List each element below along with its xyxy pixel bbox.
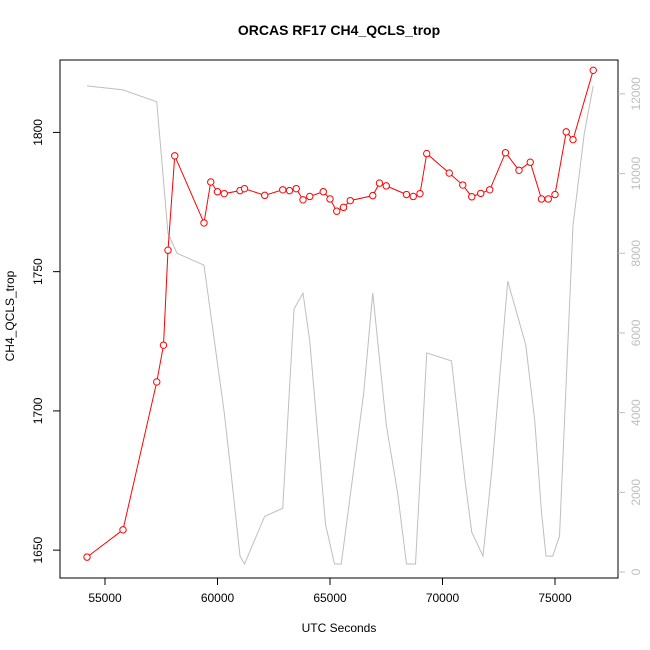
data-point <box>486 186 494 194</box>
data-point <box>346 196 354 205</box>
data-point <box>501 149 510 157</box>
axes-layer: 55000 60000 65000 70000 75000165017001750180… <box>31 77 643 605</box>
data-point <box>468 193 476 201</box>
data-point <box>306 192 314 201</box>
y-tick-label: 1800 <box>31 119 45 146</box>
data-point <box>402 190 411 199</box>
data-point <box>326 195 334 203</box>
data-point <box>537 195 546 203</box>
data-point <box>153 378 161 386</box>
data-point <box>409 192 417 201</box>
y2-tick-label: 10000 <box>629 157 643 191</box>
data-point <box>171 152 179 160</box>
data-point <box>279 186 287 194</box>
data-point <box>333 207 341 215</box>
data-point <box>551 190 559 199</box>
data-point <box>119 526 127 534</box>
data-point <box>562 128 570 136</box>
data-point <box>589 66 597 75</box>
data-point <box>299 196 307 204</box>
data-point <box>292 184 300 193</box>
data-point <box>459 181 467 189</box>
data-point <box>544 195 552 203</box>
data-point <box>369 191 377 200</box>
y2-tick-label: 0 <box>629 568 643 575</box>
y-tick-label: 1700 <box>31 397 45 424</box>
secondary-series <box>86 85 594 566</box>
secondary-line <box>86 85 594 566</box>
x-axis-label: UTC Seconds <box>302 621 377 635</box>
plot-frame <box>59 59 619 579</box>
x-tick-label: 55000 <box>88 591 122 605</box>
y2-tick-label: 8000 <box>629 240 643 267</box>
x-tick-label: 75000 <box>538 591 572 605</box>
data-point <box>83 553 91 561</box>
primary-series <box>83 66 597 561</box>
y2-tick-label: 4000 <box>629 399 643 426</box>
data-point <box>416 189 424 198</box>
data-point <box>261 191 269 200</box>
y2-tick-label: 6000 <box>629 319 643 346</box>
y-tick-label: 1650 <box>31 536 45 563</box>
y2-tick-label: 2000 <box>629 479 643 506</box>
data-point <box>423 149 431 158</box>
data-point <box>339 203 348 212</box>
data-point <box>382 182 390 190</box>
x-tick-label: 60000 <box>201 591 235 605</box>
data-point <box>375 179 384 187</box>
data-point <box>445 169 453 177</box>
chart-title: ORCAS RF17 CH4_QCLS_trop <box>238 22 440 38</box>
y-tick-label: 1750 <box>31 258 45 285</box>
data-point <box>200 219 208 227</box>
data-point <box>285 186 294 195</box>
data-point <box>240 184 249 193</box>
y2-tick-label: 12000 <box>629 77 643 111</box>
data-point <box>207 178 215 186</box>
data-point <box>515 166 523 174</box>
x-tick-label: 70000 <box>426 591 460 605</box>
data-point <box>477 189 485 198</box>
x-tick-label: 65000 <box>313 591 347 605</box>
data-point <box>569 135 577 144</box>
data-point <box>220 189 228 198</box>
data-point <box>526 158 534 166</box>
data-point <box>213 188 222 196</box>
data-point <box>319 188 327 196</box>
y-axis-label: CH4_QCLS_trop <box>3 270 17 361</box>
data-point <box>159 341 168 349</box>
data-point <box>164 246 172 254</box>
